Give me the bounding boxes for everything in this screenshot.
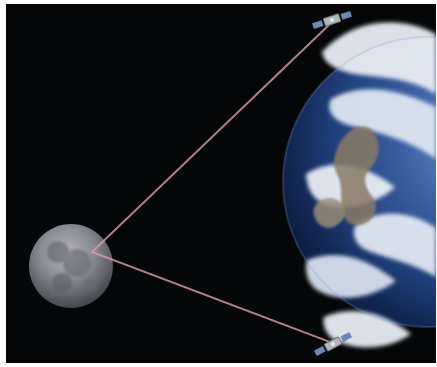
moon	[29, 224, 113, 308]
space-scene-illustration	[6, 4, 436, 363]
moon-to-satellite-top-line	[91, 23, 331, 253]
satellite-bottom	[313, 331, 353, 357]
space-scene-photo	[6, 4, 436, 363]
links	[91, 23, 331, 343]
earth-landmass	[313, 126, 379, 228]
satellite-top	[312, 10, 352, 30]
moon-to-satellite-bottom-line	[91, 251, 331, 343]
moon-maria	[47, 241, 97, 293]
earth-atmosphere-rim	[282, 36, 436, 328]
